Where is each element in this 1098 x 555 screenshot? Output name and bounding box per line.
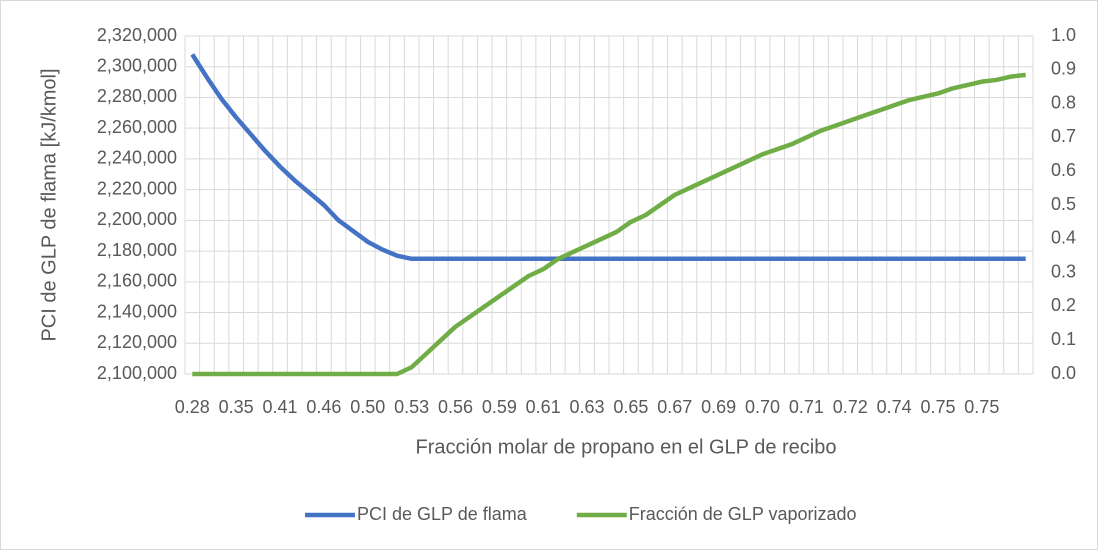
x-tick-label: 0.59 [482,397,517,417]
y2-tick-label: 0.5 [1051,194,1076,214]
y-tick-label: 2,120,000 [97,332,177,352]
x-tick-label: 0.41 [263,397,298,417]
x-tick-label: 0.50 [350,397,385,417]
x-axis-title: Fracción molar de propano en el GLP de r… [416,436,837,458]
x-tick-label: 0.67 [657,397,692,417]
x-tick-label: 0.46 [306,397,341,417]
y-tick-label: 2,160,000 [97,271,177,291]
y2-tick-label: 0.7 [1051,126,1076,146]
x-tick-label: 0.72 [833,397,868,417]
x-tick-label: 0.28 [175,397,210,417]
y-tick-label: 2,280,000 [97,86,177,106]
y-tick-label: 2,300,000 [97,55,177,75]
y2-tick-label: 0.6 [1051,160,1076,180]
y-tick-label: 2,320,000 [97,25,177,45]
x-tick-label: 0.53 [394,397,429,417]
y-tick-label: 2,180,000 [97,240,177,260]
y2-tick-label: 0.3 [1051,261,1076,281]
y2-tick-label: 0.0 [1051,363,1076,383]
y-axis-title: PCI de GLP de flama [kJ/kmol] [38,68,60,341]
x-tick-label: 0.75 [964,397,999,417]
x-tick-label: 0.74 [877,397,912,417]
x-tick-label: 0.75 [920,397,955,417]
x-tick-label: 0.69 [701,397,736,417]
y-tick-label: 2,220,000 [97,178,177,198]
y2-tick-label: 0.4 [1051,228,1076,248]
x-tick-label: 0.56 [438,397,473,417]
y2-tick-label: 0.1 [1051,329,1076,349]
y2-tick-label: 1.0 [1051,25,1076,45]
x-tick-label: 0.70 [745,397,780,417]
legend-label: PCI de GLP de flama [357,504,528,524]
y2-tick-label: 0.9 [1051,59,1076,79]
x-tick-label: 0.65 [613,397,648,417]
y2-tick-label: 0.8 [1051,92,1076,112]
legend-label: Fracción de GLP vaporizado [629,504,857,524]
y-tick-label: 2,200,000 [97,209,177,229]
y-tick-label: 2,240,000 [97,148,177,168]
y2-tick-label: 0.2 [1051,295,1076,315]
y-tick-label: 2,140,000 [97,301,177,321]
y-tick-label: 2,260,000 [97,117,177,137]
y-tick-label: 2,100,000 [97,363,177,383]
x-tick-label: 0.71 [789,397,824,417]
line-series [192,72,1026,377]
x-tick-label: 0.35 [219,397,254,417]
x-tick-label: 0.61 [526,397,561,417]
x-tick-label: 0.63 [570,397,605,417]
line-series [190,53,1026,262]
